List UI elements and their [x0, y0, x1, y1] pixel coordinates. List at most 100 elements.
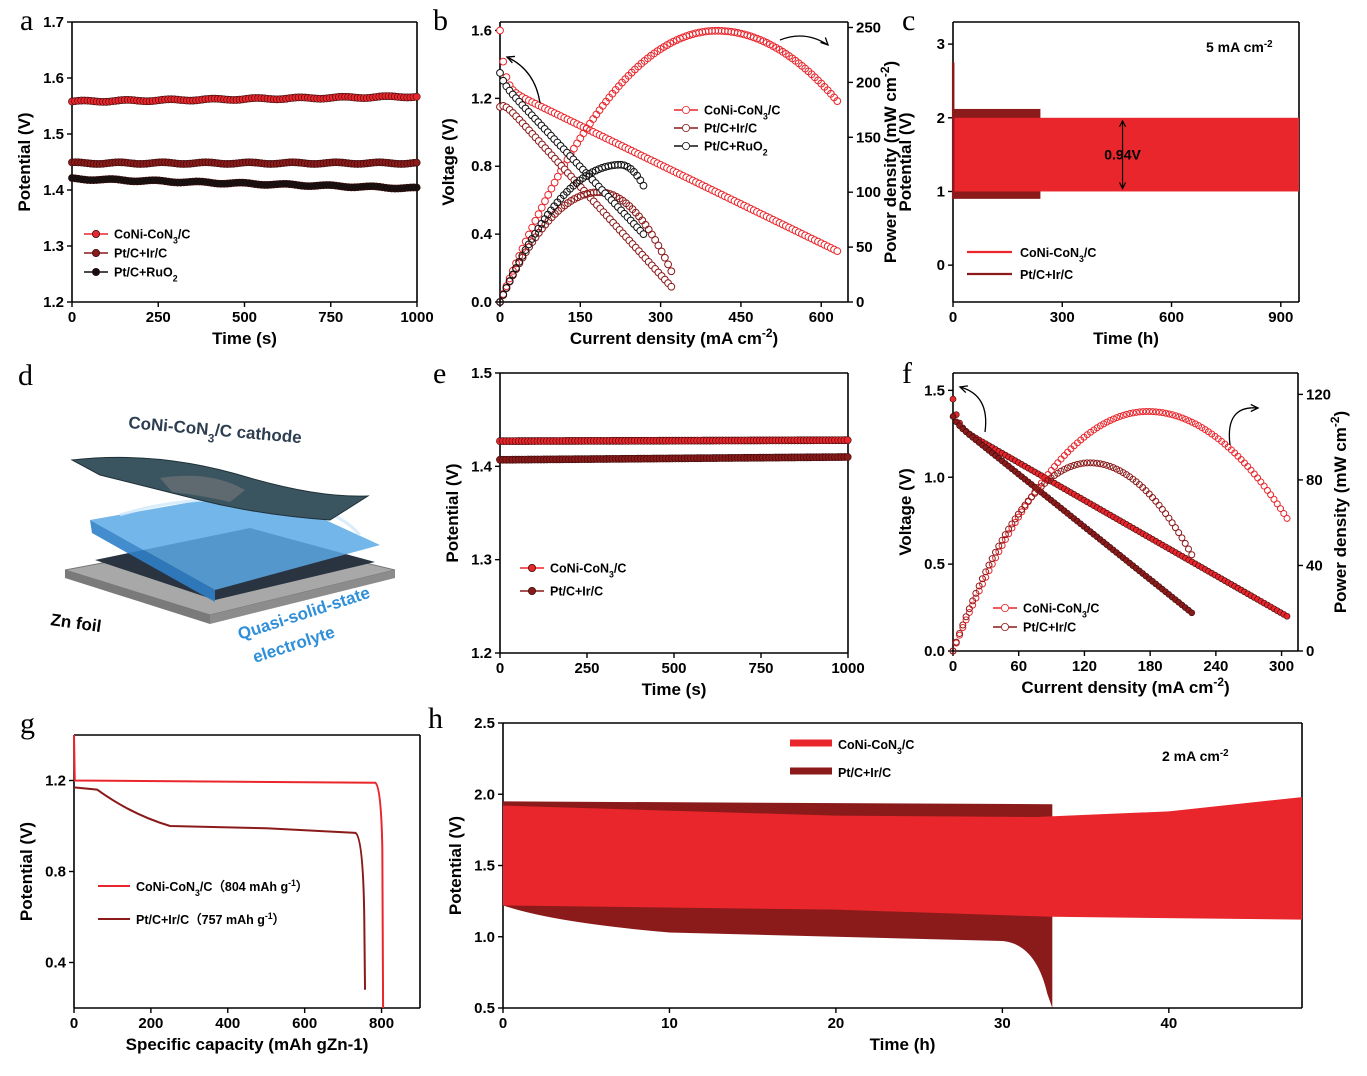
y-tick-label: 0.8: [45, 864, 66, 881]
x-tick-label: 0: [68, 309, 76, 326]
data-point: [412, 158, 421, 167]
power-series-1: [949, 459, 1196, 655]
data-point: [1162, 409, 1170, 417]
data-point: [1257, 478, 1265, 486]
x-tick-label: 900: [1268, 309, 1293, 326]
y-tick-label: 1.2: [471, 90, 492, 107]
voltage-series-0: [496, 26, 842, 255]
data-point: [995, 548, 1003, 556]
data-point: [512, 264, 520, 272]
x-tick-label: 150: [568, 309, 593, 326]
y2-tick-label: 50: [856, 239, 873, 256]
electrolyte-edge: [90, 520, 215, 602]
data-point: [576, 134, 585, 143]
data-point: [1159, 409, 1167, 417]
data-point: [988, 555, 996, 563]
data-point: [1100, 420, 1108, 428]
data-point: [1113, 414, 1121, 422]
legend-marker: [92, 248, 101, 257]
data-point: [975, 582, 983, 590]
data-point: [1011, 519, 1019, 527]
legend-label: Pt/C+Ir/C: [1020, 268, 1073, 282]
x-tick-label: 1000: [831, 660, 864, 677]
y-tick-label: 1.2: [43, 294, 64, 311]
data-point: [1240, 459, 1248, 467]
data-point: [499, 57, 508, 66]
y-tick-label: 0.0: [471, 294, 492, 311]
cathode-texture: [160, 475, 245, 502]
legend-marker: [92, 229, 101, 238]
data-point: [1188, 551, 1196, 559]
data-point: [508, 270, 517, 279]
voltage-series-2: [496, 69, 648, 239]
panel-f: 0 60 120 180 240 300 0.0 0.5 1.0 1.5 Current densi…: [896, 357, 1350, 697]
data-point: [1145, 408, 1153, 416]
data-point: [1113, 465, 1121, 473]
x-axis-label: Time (s): [212, 329, 277, 348]
x-axis-label: Current density (mA cm-2): [570, 326, 778, 348]
data-point: [412, 183, 421, 192]
data-point: [1119, 411, 1127, 419]
data-point: [1188, 418, 1196, 426]
y-axis-label: Voltage (V): [896, 468, 915, 556]
x-tick-label: 750: [318, 309, 343, 326]
data-point: [1057, 455, 1065, 463]
x-tick-label: 600: [809, 309, 834, 326]
data-point: [1158, 505, 1166, 513]
arrow-shaft: [1228, 407, 1259, 446]
data-point: [1093, 459, 1101, 467]
y-tick-label: 0.4: [471, 226, 493, 243]
data-point: [998, 536, 1006, 544]
legend-label: Pt/C+Ir/C: [550, 585, 603, 599]
y-tick-label: 1.7: [43, 14, 64, 31]
data-point: [1168, 411, 1176, 419]
data-point: [1086, 459, 1094, 467]
data-point: [956, 629, 964, 637]
data-point: [1083, 459, 1091, 467]
legend-label: Pt/C+Ir/C: [838, 766, 891, 780]
panel-c: 0 300 600 900 0 1 2 3 Time (h) Potential (V) c 0.94…: [896, 4, 1300, 348]
legend-marker: [528, 587, 537, 596]
y2-tick-label: 150: [856, 129, 881, 146]
legend-entry: Pt/C+Ir/C: [84, 247, 167, 261]
data-point: [952, 638, 960, 646]
y-tick-label: 1: [937, 183, 945, 200]
y-tick-label: 2.0: [474, 786, 495, 803]
arrow-shaft: [779, 35, 829, 46]
data-point: [1178, 414, 1186, 422]
data-point: [1073, 460, 1081, 468]
data-point: [1005, 530, 1013, 538]
data-point: [1270, 495, 1278, 503]
data-point: [1126, 410, 1134, 418]
panel-letter: c: [902, 4, 915, 37]
data-point: [528, 223, 537, 232]
arrow-voltage: [958, 385, 987, 433]
data-point: [550, 178, 559, 187]
panel-letter: g: [20, 707, 35, 740]
data-point: [992, 548, 1000, 556]
x-tick-label: 300: [1050, 309, 1075, 326]
legend-entry: CoNi-CoN3/C: [967, 246, 1096, 264]
legend-label: CoNi-CoN3/C: [1023, 602, 1099, 620]
data-point: [667, 267, 676, 276]
y-axis-label: Potential (V): [443, 463, 462, 562]
panel-letter: f: [902, 357, 912, 390]
arrow-head: [505, 55, 516, 64]
data-point: [985, 561, 993, 569]
data-point: [1090, 459, 1098, 467]
series-1: [496, 453, 852, 464]
y-tick-label: 0.5: [924, 556, 945, 573]
x-tick-label: 300: [1269, 658, 1294, 675]
data-point: [949, 647, 957, 655]
data-point: [496, 26, 504, 35]
x-tick-label: 0: [949, 658, 957, 675]
data-point: [639, 230, 648, 239]
legend-label: CoNi-CoN3/C: [550, 562, 626, 580]
x-axis-label: Time (h): [1093, 329, 1159, 348]
panel-g: 0 200 400 600 800 0.4 0.8 1.2 Specific capacity …: [17, 707, 421, 1054]
legend-entry: Pt/C+Ir/C: [674, 122, 757, 136]
y-tick-label: 1.0: [924, 469, 945, 486]
x-tick-label: 750: [748, 660, 773, 677]
data-point: [1132, 408, 1140, 416]
y-tick-label: 1.5: [474, 858, 495, 875]
